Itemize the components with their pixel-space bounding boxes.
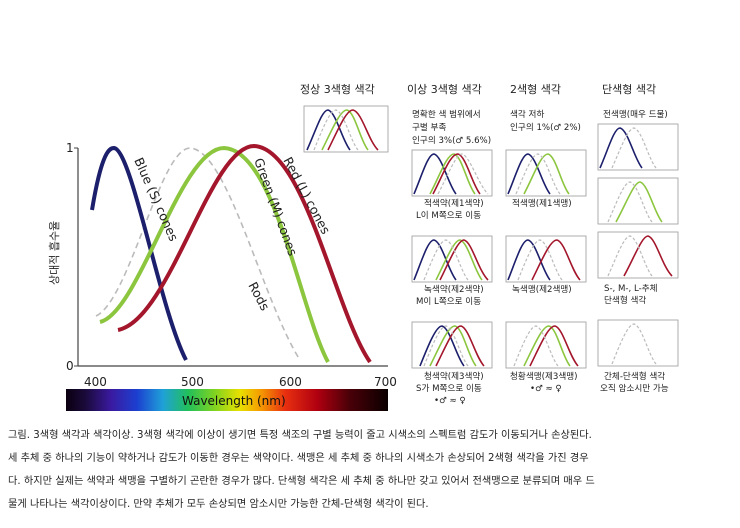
deuteranomaly-label-1: 녹색약(제2색약) [424, 283, 484, 295]
deuteranopia-label: 녹색맹(제2색맹) [512, 284, 572, 295]
cone-mono-label-1: S-, M-, L-추체 [604, 283, 658, 294]
svg-text:적색약(제1색약) L이 M쪽으로 이동: 적색약(제1색약) L이 M쪽으로 이동 [416, 197, 486, 221]
panel-mono-blue [597, 123, 679, 171]
panel-tritanomaly [411, 321, 493, 369]
svg-text:S-, M-, L-추체 단색형 색각: S-, M-, L-추체 단색형 색각 [604, 283, 660, 306]
red-cone-curve [117, 143, 372, 364]
caption-line-1: 그림. 3색형 색각과 색각이상. 3색형 색각에 이상이 생기면 특정 색조의… [8, 430, 592, 441]
svg-text:색각 저하 인구의 1%(♂ 2%): 색각 저하 인구의 1%(♂ 2%) [510, 108, 581, 133]
deuteranomaly-label-2: M이 L쪽으로 이동 [416, 296, 481, 307]
rods-label: Rods [245, 279, 272, 313]
tritanomaly-label-2: S가 M쪽으로 이동 [416, 383, 482, 394]
tritanopia-label-1: 청황색맹(제3색맹) [510, 371, 578, 382]
svg-text:명확한 색 범위에서 구별 부족 인구의 3: 명확한 색 범위에서 구별 부족 인구의 3%(♂ 5.6%) [412, 108, 491, 146]
x-tick-label-500: 500 [181, 375, 204, 389]
tritanopia-label-2: •♂ ≈ ♀ [530, 384, 562, 394]
panel-mono-red [597, 231, 679, 279]
green-cone-curve [99, 145, 330, 363]
x-tick-label-700: 700 [374, 375, 397, 389]
rods-curve [95, 147, 301, 361]
header-normal-trichromat: 정상 3색형 색각 [300, 83, 375, 96]
header-monochromat: 단색형 색각 [602, 83, 656, 96]
main-chart: 1 0 상대적 흡수율 Blue (S) cones Green (M) con… [47, 141, 397, 411]
blue-cone-curve [90, 145, 188, 361]
tritanomaly-label-3: •♂ ≈ ♀ [434, 396, 466, 406]
anomalous-note-line-2: 구별 부족 [412, 122, 446, 133]
monochromat-note: 전색맹(매우 드물) [603, 109, 668, 120]
protanomaly-label-1: 적색약(제1색약) [424, 197, 484, 209]
caption-line-2: 세 추체 중 하나의 기능이 약하거나 감도가 이동한 경우는 색약이다. 색맹… [8, 453, 589, 464]
spectrum-bar [66, 389, 388, 411]
dichromat-note-line-1: 색각 저하 [510, 108, 544, 120]
panel-normal [303, 105, 389, 153]
tritanomaly-label-1: 청색약(제3색약) [424, 370, 484, 382]
panel-protanomaly [411, 149, 493, 197]
anomalous-note-line-1: 명확한 색 범위에서 [412, 108, 481, 120]
y-tick-label-1: 1 [66, 141, 74, 155]
panel-tritanopia [505, 321, 587, 369]
caption-line-4: 물게 나타나는 색각이상이다. 만약 추체가 모두 손상되면 암소시만 가능한 … [8, 499, 429, 510]
protanomaly-label-2: L이 M쪽으로 이동 [416, 210, 481, 221]
anomalous-note-line-3: 인구의 3%(♂ 5.6%) [412, 135, 491, 146]
svg-text:청황색맹(제3색맹) •♂ ≈ ♀: 청황색맹(제3색맹) •♂ ≈ ♀ [510, 371, 580, 394]
panel-deuteranopia [505, 235, 587, 283]
x-tick-label-400: 400 [84, 375, 107, 389]
header-dichromat: 2색형 색각 [510, 83, 561, 96]
svg-text:청색약(제3색약) S가 M쪽으로 이동 •: 청색약(제3색약) S가 M쪽으로 이동 •♂ ≈ ♀ [416, 370, 486, 406]
spectrum-label: Wavelength (nm) [182, 394, 286, 408]
svg-text:간체-단색형 색각 오직 암소시만 가능: 간체-단색형 색각 오직 암소시만 가능 [600, 370, 669, 394]
protanopia-label: 적색맹(제1색맹) [512, 197, 572, 209]
panel-mono-green [597, 177, 679, 225]
svg-text:녹색약(제2색약) M이 L쪽으로 이동: 녹색약(제2색약) M이 L쪽으로 이동 [416, 283, 486, 307]
caption-line-3: 다. 하지만 실제는 색약과 색맹을 구별하기 곤란한 경우가 많다. 단색형 … [8, 476, 595, 487]
dichromat-note-line-2: 인구의 1%(♂ 2%) [510, 122, 581, 133]
y-tick-label-0: 0 [66, 359, 74, 373]
rod-mono-label-2: 오직 암소시만 가능 [600, 382, 669, 394]
header-anomalous-trichromat: 이상 3색형 색각 [407, 83, 482, 96]
x-tick-label-600: 600 [279, 375, 302, 389]
cone-mono-label-2: 단색형 색각 [604, 294, 646, 306]
figure-canvas: 1 0 상대적 흡수율 Blue (S) cones Green (M) con… [47, 83, 679, 411]
y-axis-label: 상대적 흡수율 [47, 221, 61, 285]
panel-deuteranomaly [411, 235, 493, 283]
panel-rod-mono [597, 319, 679, 367]
rod-mono-label-1: 간체-단색형 색각 [604, 370, 665, 382]
figure-caption: 그림. 3색형 색각과 색각이상. 3색형 색각에 이상이 생기면 특정 색조의… [8, 424, 732, 516]
panel-protanopia [505, 149, 587, 197]
